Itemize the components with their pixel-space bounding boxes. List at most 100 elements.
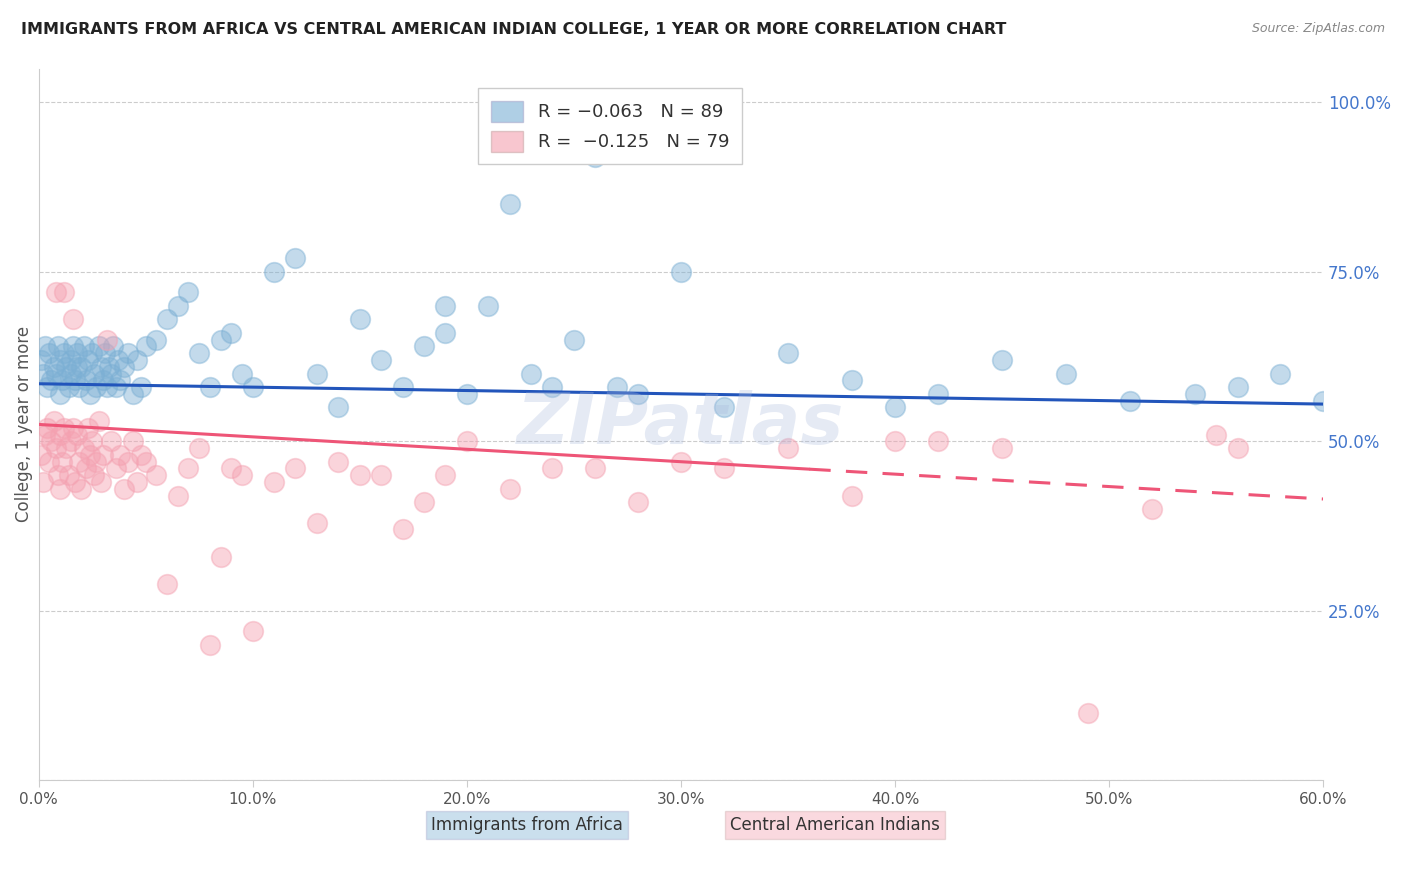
- Point: [55, 441, 77, 455]
- Point: [209, 549, 232, 564]
- Point: [370, 353, 392, 368]
- Point: [63, 373, 86, 387]
- Point: [53, 285, 76, 300]
- Point: [1140, 502, 1163, 516]
- Point: [112, 482, 135, 496]
- Point: [231, 468, 253, 483]
- Point: [30, 448, 52, 462]
- Point: [55, 359, 77, 374]
- Point: [66, 359, 89, 374]
- Point: [80, 346, 103, 360]
- Point: [70, 482, 93, 496]
- Point: [177, 285, 200, 300]
- Point: [76, 421, 98, 435]
- Point: [583, 150, 606, 164]
- Point: [219, 326, 242, 340]
- Point: [231, 367, 253, 381]
- Point: [498, 197, 520, 211]
- Point: [1270, 367, 1292, 381]
- Point: [45, 367, 67, 381]
- Point: [305, 516, 328, 530]
- Point: [776, 441, 799, 455]
- Point: [1312, 393, 1334, 408]
- Point: [349, 468, 371, 483]
- Point: [108, 448, 131, 462]
- Point: [1184, 387, 1206, 401]
- Point: [38, 346, 60, 360]
- Point: [125, 353, 148, 368]
- Point: [434, 299, 457, 313]
- Point: [87, 414, 110, 428]
- Point: [104, 380, 127, 394]
- Point: [100, 434, 122, 449]
- Point: [58, 380, 80, 394]
- Point: [156, 312, 179, 326]
- Text: ZIPatlas: ZIPatlas: [517, 390, 845, 458]
- Point: [131, 448, 153, 462]
- Point: [1077, 706, 1099, 720]
- Point: [83, 367, 105, 381]
- Point: [53, 421, 76, 435]
- Point: [884, 434, 907, 449]
- Point: [520, 367, 543, 381]
- Point: [145, 333, 167, 347]
- Point: [45, 441, 67, 455]
- Point: [67, 380, 90, 394]
- Point: [841, 373, 863, 387]
- Point: [58, 468, 80, 483]
- Point: [198, 380, 221, 394]
- Point: [156, 576, 179, 591]
- Point: [391, 380, 413, 394]
- Point: [349, 312, 371, 326]
- Point: [991, 441, 1014, 455]
- Point: [242, 380, 264, 394]
- Point: [541, 461, 564, 475]
- Point: [72, 441, 94, 455]
- Point: [91, 373, 114, 387]
- Point: [669, 455, 692, 469]
- Text: Source: ZipAtlas.com: Source: ZipAtlas.com: [1251, 22, 1385, 36]
- Point: [1226, 380, 1249, 394]
- Point: [91, 448, 114, 462]
- Point: [263, 265, 285, 279]
- Point: [31, 475, 53, 489]
- Point: [121, 434, 143, 449]
- Point: [627, 495, 650, 509]
- Point: [328, 401, 350, 415]
- Point: [104, 461, 127, 475]
- Legend: R = −0.063   N = 89, R =  −0.125   N = 79: R = −0.063 N = 89, R = −0.125 N = 79: [478, 88, 742, 164]
- Point: [1119, 393, 1142, 408]
- Point: [34, 427, 56, 442]
- Point: [166, 299, 188, 313]
- Point: [927, 434, 949, 449]
- Point: [434, 326, 457, 340]
- Point: [42, 359, 65, 374]
- Text: Central American Indians: Central American Indians: [730, 816, 941, 834]
- Point: [62, 312, 84, 326]
- Point: [125, 475, 148, 489]
- Point: [370, 468, 392, 483]
- Point: [107, 353, 129, 368]
- Point: [884, 401, 907, 415]
- Point: [96, 380, 118, 394]
- Point: [46, 468, 69, 483]
- Text: IMMIGRANTS FROM AFRICA VS CENTRAL AMERICAN INDIAN COLLEGE, 1 YEAR OR MORE CORREL: IMMIGRANTS FROM AFRICA VS CENTRAL AMERIC…: [21, 22, 1007, 37]
- Y-axis label: College, 1 year or more: College, 1 year or more: [15, 326, 32, 523]
- Point: [76, 353, 98, 368]
- Point: [79, 387, 101, 401]
- Point: [59, 434, 82, 449]
- Point: [67, 455, 90, 469]
- Point: [669, 265, 692, 279]
- Point: [80, 434, 103, 449]
- Point: [45, 285, 67, 300]
- Point: [713, 401, 735, 415]
- Point: [117, 455, 139, 469]
- Point: [456, 387, 478, 401]
- Point: [145, 468, 167, 483]
- Point: [456, 434, 478, 449]
- Point: [41, 373, 63, 387]
- Point: [413, 339, 436, 353]
- Point: [37, 380, 59, 394]
- Point: [498, 482, 520, 496]
- Point: [49, 482, 72, 496]
